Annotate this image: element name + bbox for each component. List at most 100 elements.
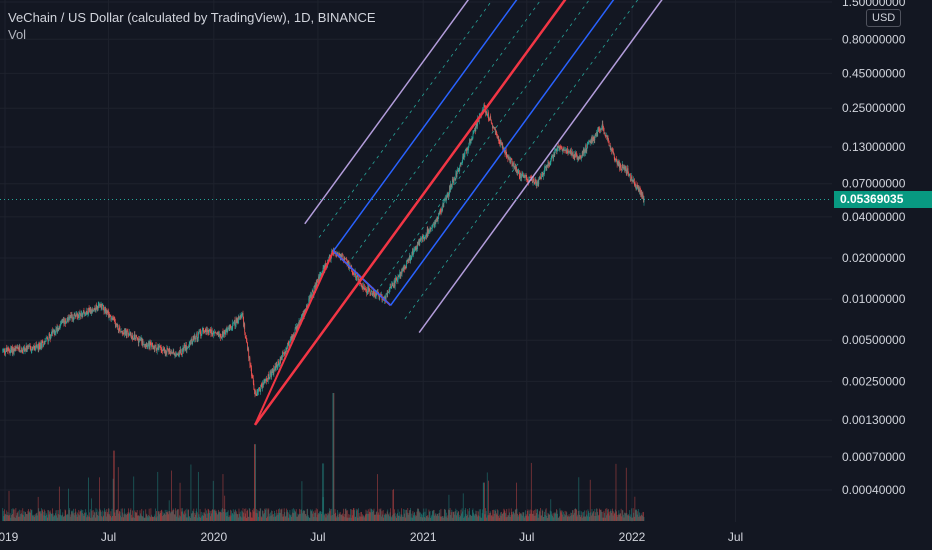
candle-body <box>532 181 533 183</box>
price-tick-label: 0.00070000 <box>842 450 906 464</box>
candle-body <box>267 381 268 382</box>
volume-bar <box>326 513 328 521</box>
candle-body <box>173 352 175 356</box>
volume-bar <box>351 509 353 521</box>
candle-body <box>161 350 163 352</box>
candle-body <box>594 135 596 140</box>
volume-bar <box>640 513 642 521</box>
candle-body <box>136 335 137 338</box>
volume-bar <box>454 511 456 521</box>
candle-body <box>125 330 127 333</box>
candle-body <box>152 346 154 349</box>
volume-bar <box>146 514 148 521</box>
candle-body <box>610 149 612 150</box>
volume-bar <box>510 508 512 521</box>
volume-bar <box>100 511 102 521</box>
candle-body <box>76 313 77 315</box>
candle-body <box>238 316 239 324</box>
volume-bar <box>98 511 100 521</box>
candle-body <box>500 139 501 144</box>
volume-bar <box>280 509 282 521</box>
volume-bar <box>635 510 637 521</box>
volume-bar <box>217 513 219 521</box>
volume-bar <box>639 512 640 521</box>
candle-body <box>187 346 189 348</box>
candle-body <box>76 313 78 317</box>
volume-bar <box>451 509 453 521</box>
candle-body <box>374 295 376 297</box>
candle-body <box>414 248 416 250</box>
volume-bar <box>148 515 149 521</box>
candle-body <box>61 320 63 323</box>
volume-bar <box>569 515 571 521</box>
volume-bar <box>302 511 304 521</box>
volume-bar <box>72 510 73 521</box>
candle-body <box>211 329 213 334</box>
candle-body <box>44 341 45 344</box>
candle-body <box>81 313 83 315</box>
candle-body <box>385 293 387 301</box>
candle-body <box>296 326 298 329</box>
volume-label[interactable]: Vol <box>8 27 27 42</box>
volume-bar <box>308 516 310 521</box>
volume-bar <box>547 512 549 521</box>
volume-bar <box>90 498 92 521</box>
volume-bar <box>184 509 186 521</box>
volume-bar <box>284 512 286 521</box>
volume-bar <box>621 509 623 521</box>
candle-body <box>487 112 489 115</box>
candle-body <box>151 342 153 344</box>
volume-bar <box>421 513 422 521</box>
volume-bar <box>574 508 576 521</box>
candle-body <box>642 193 644 197</box>
volume-bar <box>393 489 394 521</box>
volume-bar <box>290 514 292 521</box>
volume-bar <box>104 508 105 521</box>
currency-badge[interactable]: USD <box>866 9 902 27</box>
volume-bar <box>45 513 47 521</box>
volume-bar <box>152 517 154 521</box>
pitchfork-drawing[interactable] <box>253 0 832 426</box>
candle-body <box>176 353 178 355</box>
volume-bar <box>278 512 280 521</box>
volume-bar <box>339 513 341 521</box>
volume-bar <box>473 514 475 521</box>
volume-bar <box>613 511 615 521</box>
time-axis[interactable]: 2019Jul2020Jul2021Jul2022Jul <box>0 530 743 544</box>
volume-bar <box>431 510 433 521</box>
candle-body <box>417 242 418 249</box>
candle-body <box>455 173 457 177</box>
price-axis[interactable]: 1.500000000.800000000.450000000.25000000… <box>842 0 906 497</box>
volume-bar <box>592 513 593 521</box>
volume-bar <box>532 514 534 521</box>
candle-body <box>403 268 405 271</box>
candle-body <box>118 327 120 330</box>
candle-body <box>322 270 323 274</box>
volume-bar <box>230 515 232 521</box>
volume-bar <box>470 514 472 521</box>
candle-body <box>498 140 500 142</box>
symbol-title[interactable]: VeChain / US Dollar (calculated by Tradi… <box>8 10 376 25</box>
volume-bar <box>594 509 596 521</box>
volume-bar <box>316 517 318 521</box>
volume-bar <box>299 508 301 521</box>
candle-body <box>466 148 468 154</box>
candle-body <box>286 347 287 350</box>
volume-bar <box>107 512 108 521</box>
volume-bar <box>292 512 294 521</box>
volume-bar <box>235 513 237 521</box>
volume-bar <box>179 515 180 521</box>
candle-body <box>50 334 52 336</box>
volume-bar <box>300 509 302 521</box>
candle-body <box>66 318 68 321</box>
volume-bar <box>79 511 81 521</box>
volume-bar <box>501 513 503 521</box>
candle-body <box>112 318 114 321</box>
volume-bar <box>104 510 106 521</box>
candle-body <box>21 347 22 352</box>
volume-bar <box>207 508 209 521</box>
candle-body <box>158 345 160 350</box>
candle-body <box>6 348 8 351</box>
chart-grid <box>0 0 832 522</box>
